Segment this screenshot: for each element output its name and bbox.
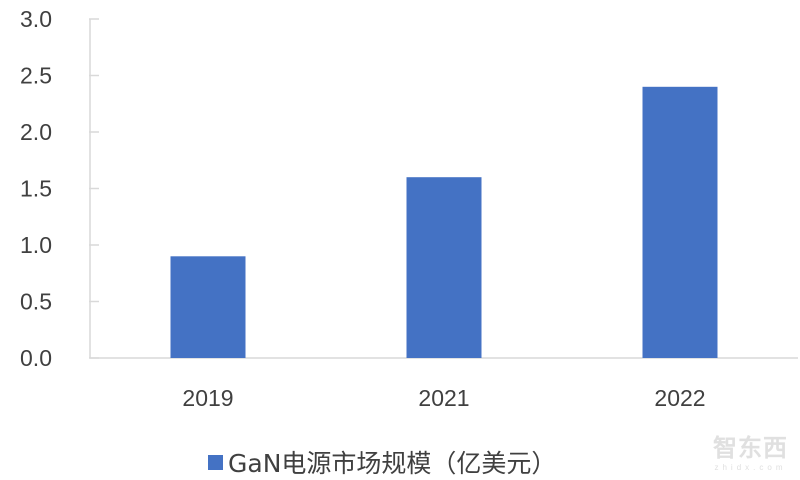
watermark-logo: 智东西 zhidx.com [713, 428, 788, 472]
bar-2022 [642, 86, 718, 359]
y-tick-label: 0.0 [20, 345, 52, 371]
y-tick-label: 2.0 [20, 119, 52, 145]
y-tick-label: 1.5 [20, 176, 52, 202]
x-tick-label: 2021 [418, 385, 469, 411]
watermark-text: 智东西 [713, 434, 788, 462]
x-tick-label: 2019 [182, 385, 233, 411]
y-tick-label: 1.0 [20, 232, 52, 258]
y-tick-label: 3.0 [20, 6, 52, 32]
legend-label: GaN电源市场规模（亿美元） [228, 449, 557, 478]
watermark-subtext: zhidx.com [714, 463, 787, 472]
bar-chart: 0.0 0.5 1.0 1.5 2.0 2.5 3.0 2019 2021 2022 [20, 6, 798, 411]
bar-2021 [406, 177, 482, 358]
bar-2019 [170, 256, 246, 358]
legend: GaN电源市场规模（亿美元） [208, 444, 556, 480]
y-tick-label: 0.5 [20, 289, 52, 315]
y-tick-label: 2.5 [20, 63, 52, 89]
legend-swatch [208, 454, 223, 470]
x-tick-label: 2022 [654, 385, 705, 411]
